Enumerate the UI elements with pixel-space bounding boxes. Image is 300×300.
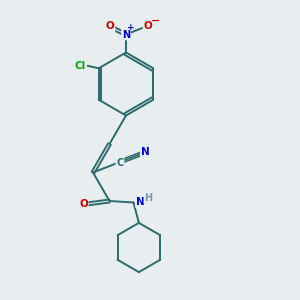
Text: N: N xyxy=(136,197,145,207)
Text: C: C xyxy=(116,158,124,169)
Text: O: O xyxy=(106,21,115,32)
Text: +: + xyxy=(127,23,135,32)
Text: N: N xyxy=(141,147,150,157)
Text: O: O xyxy=(79,199,88,209)
Text: Cl: Cl xyxy=(74,61,86,71)
Text: N: N xyxy=(122,29,130,40)
Text: O: O xyxy=(143,21,152,32)
Text: −: − xyxy=(150,16,160,26)
Text: H: H xyxy=(144,193,153,203)
